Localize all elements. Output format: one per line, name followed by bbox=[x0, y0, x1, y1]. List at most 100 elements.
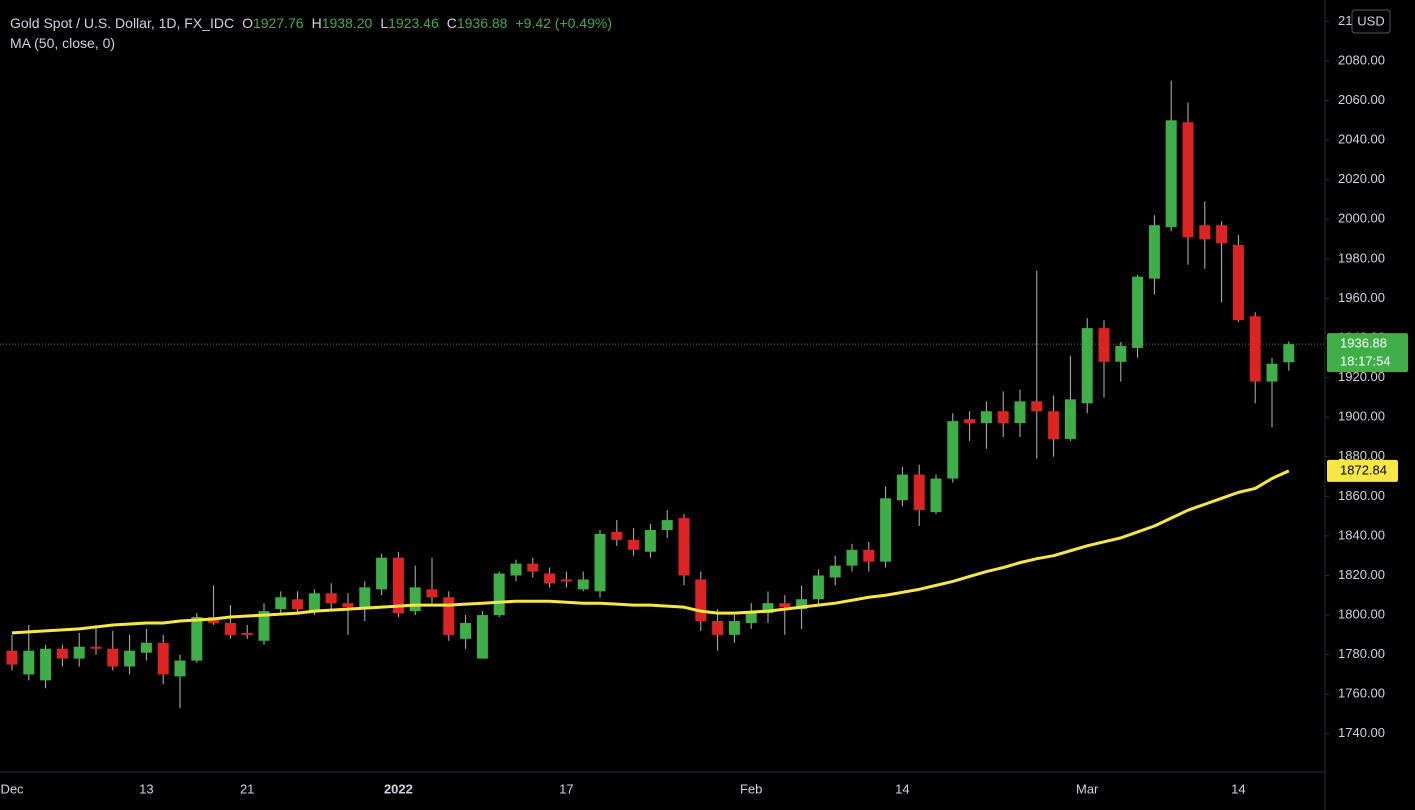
candle-body bbox=[476, 615, 488, 659]
candle-body bbox=[997, 411, 1009, 424]
candle-body bbox=[342, 603, 354, 608]
axes: 1740.00 1760.00 1780.00 1800.00 1820.00 1840.… bbox=[0, 9, 1408, 796]
candle-body bbox=[409, 587, 421, 612]
candle-body bbox=[544, 573, 556, 584]
candle-body bbox=[577, 579, 589, 590]
candle-body bbox=[644, 529, 656, 552]
candle-body bbox=[275, 597, 287, 610]
candle-body bbox=[1115, 345, 1127, 362]
candle-body bbox=[40, 648, 52, 681]
y-tick-label: 1900.00 bbox=[1338, 409, 1385, 424]
candle-body bbox=[493, 573, 505, 616]
y-tick-label: 1740.00 bbox=[1338, 725, 1385, 740]
currency-label: USD bbox=[1357, 13, 1384, 28]
candle-body bbox=[107, 648, 119, 667]
candle-body bbox=[594, 533, 606, 592]
candle-body bbox=[846, 549, 858, 566]
candle-body bbox=[1098, 328, 1110, 362]
candle-body bbox=[443, 597, 455, 635]
x-tick-label: 13 bbox=[139, 781, 153, 796]
candle-body bbox=[1182, 122, 1194, 238]
candle-body bbox=[1081, 328, 1093, 404]
candle-body bbox=[829, 565, 841, 578]
candle-body bbox=[426, 589, 438, 598]
y-tick-label: 2020.00 bbox=[1338, 171, 1385, 186]
ma-badge bbox=[1327, 459, 1398, 482]
candle-body bbox=[812, 575, 824, 600]
candle-body bbox=[1232, 244, 1244, 321]
legend: Gold Spot / U.S. Dollar, 1D, FX_IDC O1927… bbox=[10, 13, 612, 53]
candle-body bbox=[1216, 225, 1228, 244]
ohlc-label: O bbox=[242, 15, 253, 31]
candle-body bbox=[930, 478, 942, 513]
countdown-label: 18:17:54 bbox=[1340, 354, 1391, 369]
y-tick-label: 1800.00 bbox=[1338, 607, 1385, 622]
ohlc-value: 1927.76 bbox=[252, 15, 304, 31]
y-tick-label: 1840.00 bbox=[1338, 527, 1385, 542]
candle-body bbox=[23, 650, 35, 675]
candle-body bbox=[191, 617, 203, 661]
candle-body bbox=[1132, 276, 1144, 348]
y-tick-label: 1760.00 bbox=[1338, 686, 1385, 701]
ohlc-value: 1938.20 bbox=[321, 15, 373, 31]
y-tick-label: 1880.00 bbox=[1338, 448, 1385, 463]
candle-body bbox=[1283, 344, 1295, 363]
plot-area bbox=[0, 80, 1325, 709]
candle-body bbox=[292, 599, 304, 610]
candle-body bbox=[661, 520, 673, 530]
y-tick-label: 1820.00 bbox=[1338, 567, 1385, 582]
candle-body bbox=[980, 411, 992, 424]
symbol-title: Gold Spot / U.S. Dollar, 1D, FX_IDC bbox=[10, 15, 235, 31]
currency-badge bbox=[1351, 9, 1391, 34]
x-tick-label: 2022 bbox=[384, 781, 413, 796]
y-tick-label: 2000.00 bbox=[1338, 211, 1385, 226]
ohlc-label: H bbox=[311, 15, 322, 31]
candle-body bbox=[762, 603, 774, 614]
candle-body bbox=[124, 650, 136, 667]
candle-body bbox=[6, 650, 18, 665]
x-tick-label: Feb bbox=[740, 781, 762, 796]
x-tick-label: 17 bbox=[559, 781, 573, 796]
candle-body bbox=[947, 421, 959, 479]
candle-body bbox=[745, 611, 757, 623]
candle-body bbox=[913, 474, 925, 511]
y-tick-label: 2060.00 bbox=[1338, 92, 1385, 107]
ohlc-value: 1936.88 bbox=[456, 15, 508, 31]
candle-body bbox=[1199, 225, 1211, 240]
y-tick-label: 1920.00 bbox=[1338, 369, 1385, 384]
candle-body bbox=[157, 642, 169, 675]
change-value: +9.42 (+0.49%) bbox=[515, 15, 612, 31]
candle-body bbox=[611, 531, 623, 540]
candle-body bbox=[90, 646, 102, 649]
candle-body bbox=[628, 539, 640, 550]
candle-body bbox=[1064, 399, 1076, 439]
candle-body bbox=[1031, 401, 1043, 412]
ohlc-label: C bbox=[446, 15, 457, 31]
candle-body bbox=[880, 498, 892, 562]
y-tick-label: 2040.00 bbox=[1338, 132, 1385, 147]
x-tick-label: 14 bbox=[1231, 781, 1245, 796]
candle-body bbox=[140, 642, 152, 653]
symbol-row: Gold Spot / U.S. Dollar, 1D, FX_IDC O1927… bbox=[10, 13, 612, 33]
candle-body bbox=[1165, 120, 1177, 228]
candle-body bbox=[1048, 411, 1060, 439]
y-tick-label: 1780.00 bbox=[1338, 646, 1385, 661]
last-price-label: 1936.88 bbox=[1340, 336, 1387, 351]
candle-body bbox=[1249, 316, 1261, 382]
candle-body bbox=[527, 563, 539, 572]
candle-body bbox=[779, 603, 791, 608]
candle-body bbox=[376, 557, 388, 590]
candle-body bbox=[560, 579, 572, 582]
x-tick-label: 14 bbox=[895, 781, 909, 796]
y-tick-label: 1960.00 bbox=[1338, 290, 1385, 305]
y-tick-label: 2080.00 bbox=[1338, 52, 1385, 67]
ohlc-value: 1923.46 bbox=[388, 15, 439, 31]
candle-body bbox=[695, 579, 707, 622]
indicator-row: MA (50, close, 0) bbox=[10, 33, 612, 53]
candle-body bbox=[510, 563, 522, 576]
ohlc-label: L bbox=[380, 15, 389, 31]
candle-body bbox=[258, 611, 270, 641]
candle-body bbox=[241, 632, 253, 635]
candle-body bbox=[1266, 363, 1278, 382]
candle-body bbox=[712, 621, 724, 635]
